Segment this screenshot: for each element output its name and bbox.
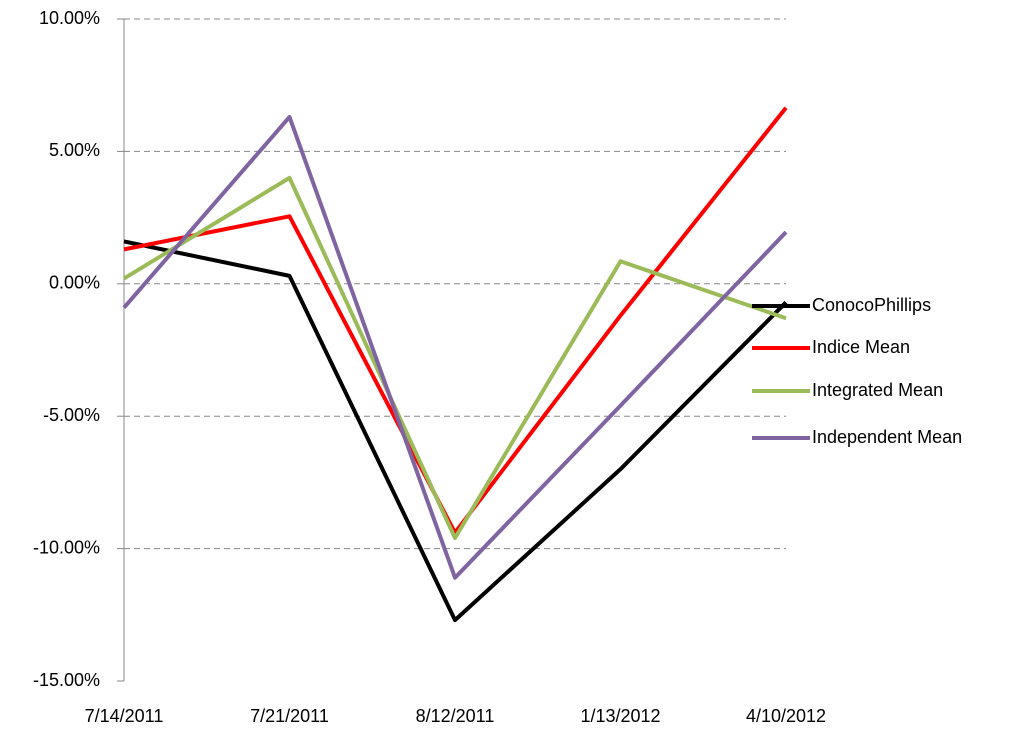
- y-tick-label: -15.00%: [33, 670, 100, 690]
- y-tick-label: -5.00%: [43, 405, 100, 425]
- legend-label: Indice Mean: [812, 337, 910, 357]
- series-line: [123, 239, 788, 623]
- series-line: [123, 106, 788, 535]
- y-tick-label: 10.00%: [39, 8, 100, 28]
- y-tick-label: 5.00%: [49, 140, 100, 160]
- x-tick-label: 7/21/2011: [250, 706, 329, 726]
- x-tick-label: 8/12/2011: [416, 706, 495, 726]
- legend-label: ConocoPhillips: [812, 295, 931, 315]
- series-line: [122, 114, 788, 580]
- x-tick-label: 4/10/2012: [746, 706, 826, 726]
- legend-label: Integrated Mean: [812, 380, 943, 400]
- series-line: [122, 175, 787, 541]
- legend-label: Independent Mean: [812, 427, 962, 447]
- x-tick-label: 1/13/2012: [580, 706, 660, 726]
- y-tick-label: 0.00%: [49, 273, 100, 293]
- y-tick-label: -10.00%: [33, 537, 100, 557]
- x-tick-label: 7/14/2011: [85, 706, 164, 726]
